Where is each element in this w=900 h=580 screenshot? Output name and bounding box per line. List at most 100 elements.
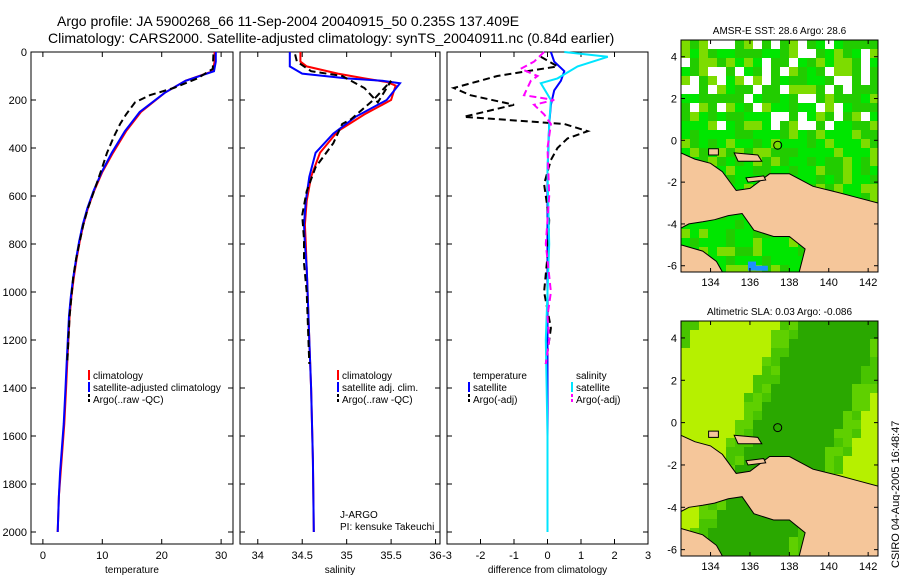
map-cell: [735, 220, 745, 230]
map-cell: [735, 393, 745, 403]
map-cell: [762, 537, 772, 547]
map-cell: [843, 121, 853, 131]
y-tick-label: -2: [667, 177, 677, 189]
map-cell: [870, 474, 878, 484]
map-cell: [726, 67, 736, 77]
map-cell: [726, 40, 736, 50]
map-cell: [762, 67, 772, 77]
map-cell: [708, 247, 718, 257]
map-cell: [717, 357, 727, 367]
map-cell: [825, 49, 835, 59]
map-cell: [726, 366, 736, 376]
map-cell: [762, 546, 772, 556]
series-line-argo-raw-qc-: [294, 54, 392, 365]
map-cell: [771, 265, 781, 272]
map-cell: [681, 130, 691, 140]
map-cell: [753, 330, 763, 340]
map-cell: [708, 411, 718, 421]
map-cell: [825, 411, 835, 421]
map-cell: [708, 501, 718, 511]
map-cell: [852, 112, 862, 122]
map-cell: [699, 229, 709, 239]
map-cell: [744, 546, 754, 556]
map-cell: [771, 546, 781, 556]
legend-label: temperature: [473, 371, 527, 382]
map-cell: [753, 103, 763, 113]
map-cell: [717, 429, 727, 439]
map-cell: [735, 211, 745, 221]
map-cell: [771, 94, 781, 104]
x-tick-label: 10: [96, 550, 108, 562]
legend-label: climatology: [93, 371, 143, 382]
map-cell: [762, 166, 772, 176]
figure-title-line-2: Climatology: CARS2000. Satellite-adjuste…: [48, 30, 615, 46]
x-tick-label: 134: [701, 277, 719, 289]
map-cell: [843, 366, 853, 376]
map-cell: [825, 420, 835, 430]
map-cell: [825, 76, 835, 86]
map-cell: [789, 112, 799, 122]
map-cell: [717, 546, 727, 556]
map-cell: [726, 229, 736, 239]
map-cell: [834, 130, 844, 140]
legend-label: Argo(..raw -QC): [93, 395, 164, 406]
map-cell: [816, 175, 826, 185]
map-cell: [861, 321, 871, 331]
map-cell: [834, 411, 844, 421]
map-cell: [798, 85, 808, 95]
series-line-salinity-argo-adj-: [518, 51, 555, 365]
map-cell: [780, 447, 790, 457]
map-cell: [825, 58, 835, 68]
map-cell: [735, 103, 745, 113]
map-cell: [717, 411, 727, 421]
map-cell: [744, 139, 754, 149]
map-cell: [807, 456, 817, 466]
map-cell: [843, 357, 853, 367]
map-cell: [699, 393, 709, 403]
map-cell: [798, 321, 808, 331]
map-cell: [870, 411, 878, 421]
map-cell: [852, 184, 862, 194]
map-cell: [816, 49, 826, 59]
map-cell: [717, 402, 727, 412]
map-cell: [744, 411, 754, 421]
y-tick-label: 4: [671, 333, 677, 345]
map-cell: [852, 393, 862, 403]
map-cell: [780, 103, 790, 113]
map-cell: [825, 157, 835, 167]
map-cell: [780, 402, 790, 412]
map-cell: [753, 339, 763, 349]
map-cell: [870, 393, 878, 403]
map-cell: [789, 94, 799, 104]
map-cell: [753, 121, 763, 131]
map-cell: [708, 49, 718, 59]
map-cell: [690, 220, 700, 230]
map-cell: [735, 339, 745, 349]
map-cell: [798, 103, 808, 113]
map-cell: [699, 121, 709, 131]
land-southwest: [681, 244, 723, 272]
map-cell: [753, 447, 763, 457]
map-cell: [753, 537, 763, 547]
map-cell: [834, 402, 844, 412]
map-cell: [744, 537, 754, 547]
map-cell: [870, 348, 878, 358]
map-cell: [861, 103, 871, 113]
map-cell: [699, 510, 709, 520]
map-cell: [681, 40, 691, 50]
map-cell: [699, 429, 709, 439]
map-cell: [708, 537, 718, 547]
map-cell: [852, 321, 862, 331]
map-cell: [735, 40, 745, 50]
map-cell: [708, 94, 718, 104]
map-cell: [843, 393, 853, 403]
map-cell: [708, 229, 718, 239]
series-line-argo-raw-qc-: [66, 54, 215, 365]
map-cell: [870, 148, 878, 158]
map-cell: [753, 256, 763, 266]
map-cell: [753, 247, 763, 257]
map-cell: [771, 256, 781, 266]
map-cell: [861, 339, 871, 349]
map-cell: [816, 393, 826, 403]
map-cell: [735, 175, 745, 185]
